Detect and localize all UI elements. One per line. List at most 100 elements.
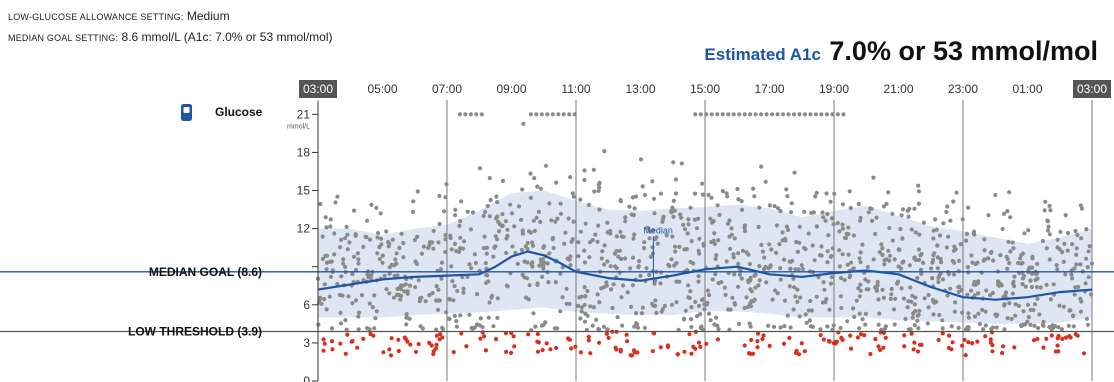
low-glucose-point: [381, 350, 386, 355]
glucose-point: [1083, 281, 1088, 286]
glucose-point: [673, 191, 679, 196]
glucose-point: [449, 264, 454, 269]
glucose-point: [582, 168, 587, 173]
glucose-point: [1045, 218, 1050, 223]
glucose-point: [623, 256, 628, 261]
low-glucose-point: [698, 344, 703, 349]
glucose-point: [673, 177, 679, 182]
glucose-point: [324, 307, 329, 312]
glucose-point: [700, 192, 706, 197]
glucose-point: [945, 204, 950, 209]
glucose-point: [448, 233, 453, 238]
glucose-point: [701, 243, 706, 248]
glucose-point: [693, 299, 698, 305]
glucose-point: [384, 229, 389, 234]
glucose-point: [443, 237, 448, 242]
low-glucose-point: [983, 334, 988, 339]
x-tick-label: 07:00: [432, 82, 462, 96]
glucose-point: [744, 295, 749, 300]
y-tick-label: 21: [297, 107, 311, 121]
low-glucose-point: [761, 333, 766, 338]
glucose-point: [387, 241, 392, 246]
glucose-point: [380, 260, 385, 265]
glucose-point: [1020, 276, 1025, 281]
glucose-point: [451, 298, 456, 303]
y-tick-label: 3: [303, 336, 310, 350]
glucose-point: [917, 257, 922, 263]
glucose-point: [562, 241, 567, 246]
glucose-point: [712, 231, 717, 236]
glucose-point: [579, 294, 584, 299]
glucose-point: [789, 210, 794, 215]
glucose-point: [837, 248, 842, 253]
glucose-point: [495, 237, 500, 242]
glucose-point: [670, 234, 675, 239]
glucose-point: [858, 260, 863, 265]
glucose-point: [426, 245, 431, 250]
glucose-point: [912, 256, 917, 261]
glucose-point: [343, 236, 348, 241]
glucose-point: [879, 242, 884, 247]
glucose-point: [858, 282, 863, 287]
glucose-point: [1075, 232, 1080, 238]
glucose-point: [531, 218, 536, 223]
glucose-point: [447, 316, 452, 321]
glucose-point: [479, 112, 484, 117]
glucose-point: [922, 296, 927, 301]
glucose-point: [444, 310, 449, 315]
glucose-point: [826, 233, 831, 238]
glucose-point: [686, 283, 691, 288]
glucose-point: [582, 177, 587, 183]
glucose-point: [611, 282, 616, 287]
glucose-point: [694, 314, 700, 319]
glucose-point: [751, 186, 756, 191]
glucose-point: [387, 271, 392, 276]
glucose-point: [528, 112, 534, 117]
glucose-point: [682, 247, 687, 252]
glucose-point: [842, 235, 848, 240]
glucose-point: [630, 255, 636, 260]
glucose-point: [874, 215, 879, 220]
glucose-point: [553, 219, 558, 224]
estimated-a1c: Estimated A1c 7.0% or 53 mmol/mol: [704, 36, 1098, 67]
glucose-point: [344, 224, 349, 229]
glucose-point: [1011, 246, 1016, 251]
glucose-point: [328, 217, 333, 222]
low-glucose-point: [748, 351, 753, 356]
glucose-point: [819, 112, 824, 117]
glucose-point: [482, 234, 487, 239]
glucose-point: [1005, 209, 1010, 214]
glucose-point: [1005, 266, 1010, 271]
glucose-point: [461, 290, 466, 295]
glucose-point: [417, 299, 422, 304]
glucose-point: [380, 253, 385, 258]
glucose-point: [807, 318, 813, 323]
glucose-point: [341, 261, 346, 266]
low-glucose-point: [526, 332, 531, 337]
low-glucose-setting-value: Medium: [186, 9, 230, 23]
glucose-point: [431, 228, 436, 233]
glucose-meter-screen: [183, 107, 190, 113]
low-glucose-point: [848, 333, 853, 338]
glucose-point: [796, 267, 801, 272]
glucose-point: [495, 296, 500, 301]
glucose-point: [359, 293, 365, 298]
glucose-point: [689, 305, 694, 310]
glucose-point: [736, 251, 741, 256]
glucose-point: [650, 245, 655, 250]
glucose-point: [642, 240, 647, 245]
glucose-point: [434, 298, 439, 303]
glucose-point: [632, 232, 637, 237]
glucose-point: [401, 255, 406, 260]
low-threshold-label: LOW THRESHOLD (3.9): [128, 324, 262, 338]
glucose-point: [1008, 249, 1013, 254]
glucose-point: [909, 227, 914, 232]
glucose-point: [802, 245, 807, 250]
low-glucose-point: [818, 333, 823, 338]
glucose-point: [655, 241, 660, 246]
glucose-point: [1023, 284, 1028, 289]
x-tick-label: 05:00: [367, 82, 397, 96]
glucose-point: [677, 279, 682, 284]
glucose-point: [442, 209, 447, 214]
